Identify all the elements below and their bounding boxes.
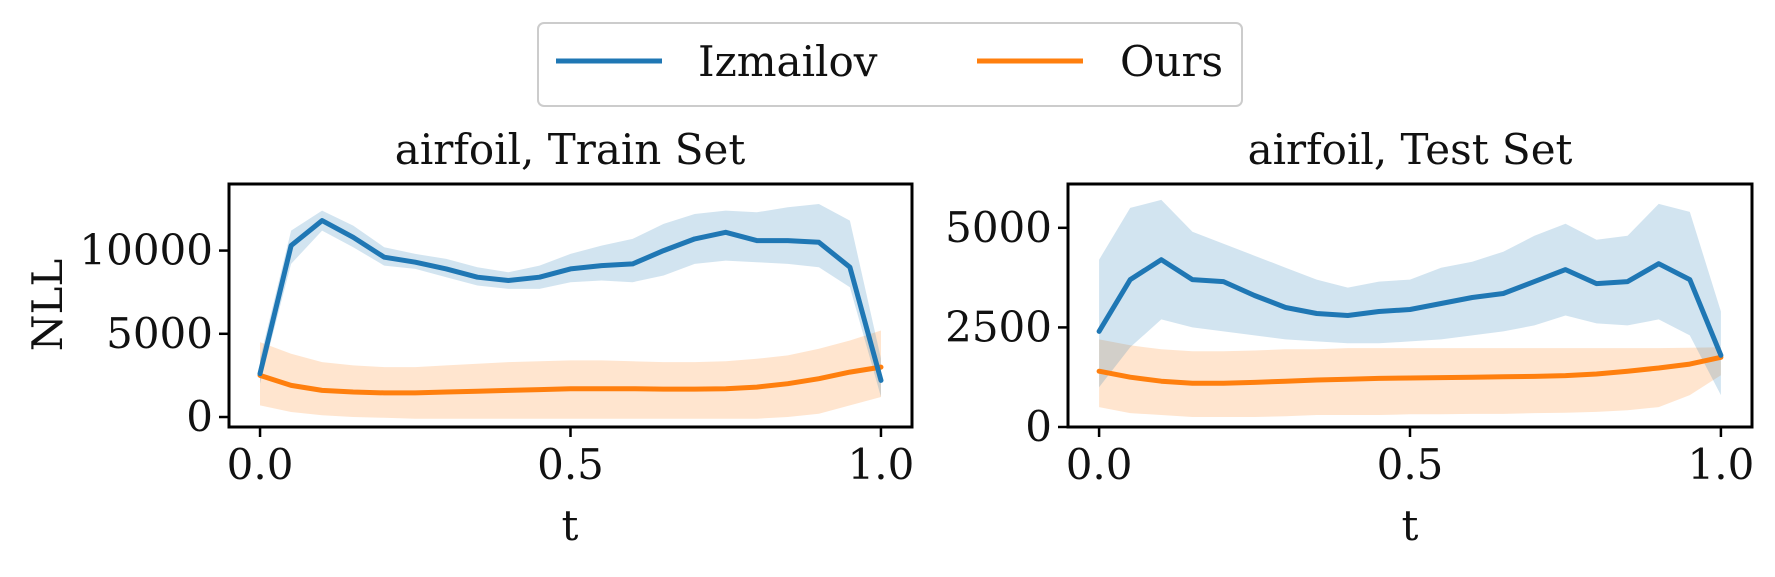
train-ytick-label: 0: [186, 392, 213, 441]
train-plot-area: [257, 204, 884, 419]
test-ytick-label: 5000: [945, 203, 1052, 252]
train-ours-line: [257, 364, 884, 396]
legend: Izmailov Ours: [537, 22, 1243, 107]
test-plot-area: [1096, 199, 1724, 417]
train-ticks: 0.0 0.5 1.0 0 5000 10000: [79, 226, 914, 489]
legend-label-ours: Ours: [1120, 37, 1223, 86]
legend-frame: [537, 22, 1243, 107]
test-xtick-label: 1.0: [1688, 440, 1755, 489]
test-ticks: 0.0 0.5 1.0 0 2500 5000: [945, 203, 1754, 489]
test-xtick-label: 0.0: [1066, 440, 1133, 489]
train-ytick-label: 5000: [106, 309, 213, 358]
test-izmailov-line: [1096, 257, 1724, 358]
test-ytick-label: 2500: [945, 302, 1052, 351]
legend-label-izmailov: Izmailov: [698, 37, 878, 86]
train-ours-band: [260, 330, 881, 419]
train-izmailov-band: [260, 204, 881, 397]
train-xtick-label: 1.0: [848, 440, 915, 489]
train-panel: airfoil, Train Set 0.0 0.5 1.0 0 5000 10000 t…: [23, 125, 914, 550]
test-title: airfoil, Test Set: [1248, 125, 1573, 174]
train-xtick-label: 0.0: [227, 440, 294, 489]
train-title: airfoil, Train Set: [395, 125, 746, 174]
test-xlabel: t: [1402, 501, 1419, 550]
train-izmailov-line: [257, 218, 884, 383]
test-xtick-label: 0.5: [1377, 440, 1444, 489]
test-izmailov-band: [1099, 199, 1721, 396]
test-ours-line: [1096, 354, 1724, 386]
train-xtick-label: 0.5: [537, 440, 604, 489]
train-xlabel: t: [562, 501, 579, 550]
train-ytick-label: 10000: [79, 226, 213, 275]
train-ylabel: NLL: [23, 259, 72, 352]
test-ytick-label: 0: [1025, 402, 1052, 451]
test-panel: airfoil, Test Set 0.0 0.5 1.0 0 2500 5000 t: [945, 125, 1754, 550]
